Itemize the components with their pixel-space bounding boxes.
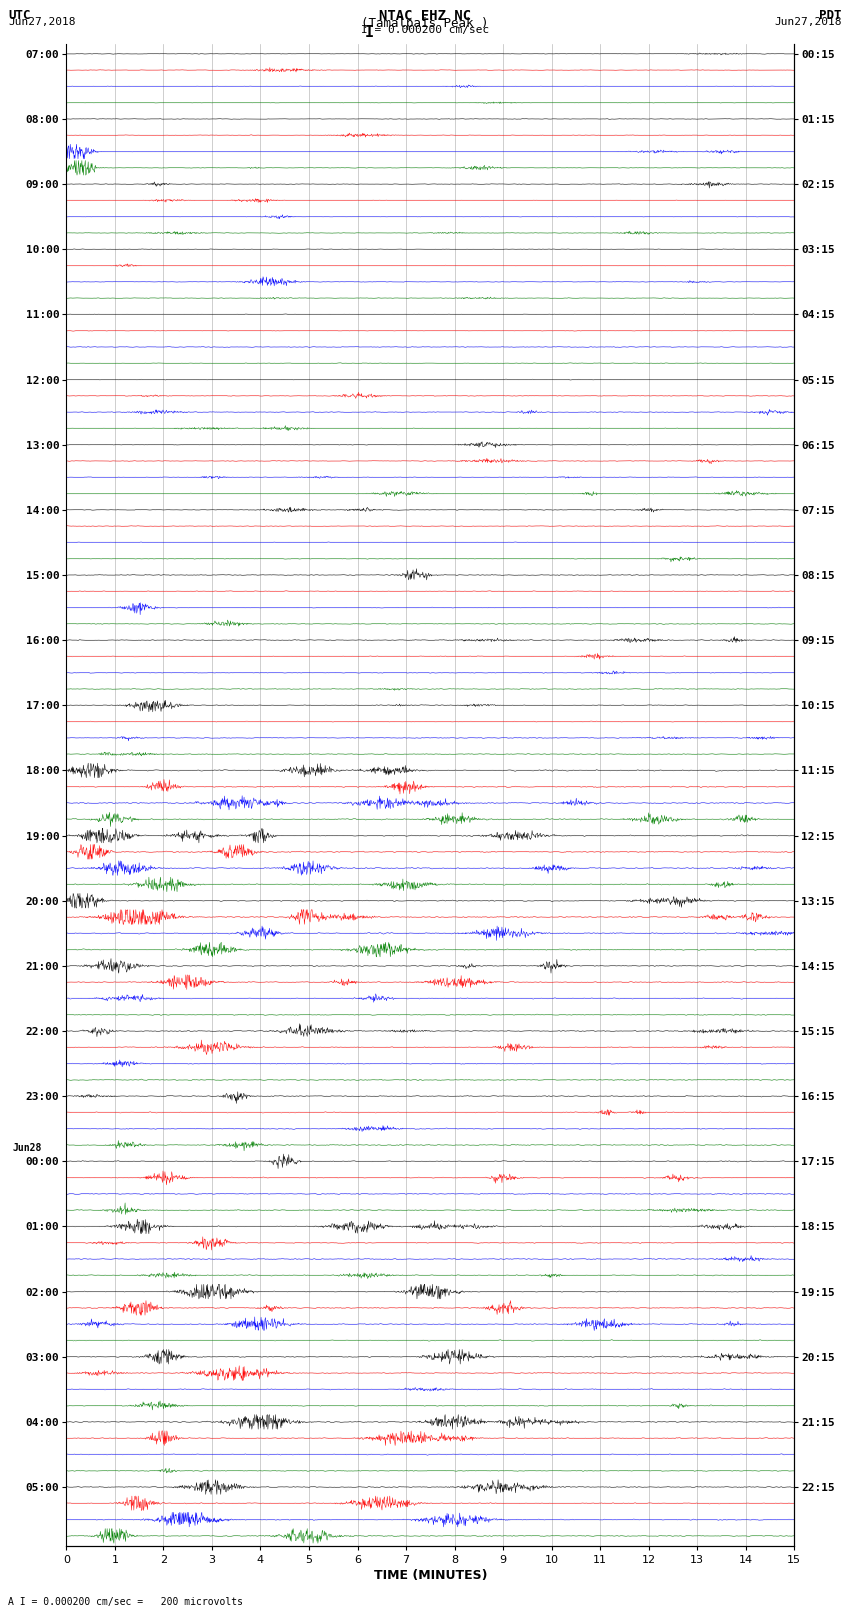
Text: Jun27,2018: Jun27,2018 [774, 18, 842, 27]
Text: I = 0.000200 cm/sec: I = 0.000200 cm/sec [361, 24, 489, 35]
Text: NTAC EHZ NC: NTAC EHZ NC [379, 10, 471, 23]
Text: UTC: UTC [8, 10, 31, 23]
Text: Jun28: Jun28 [13, 1144, 42, 1153]
Text: Jun27,2018: Jun27,2018 [8, 18, 76, 27]
Text: (Tamalpais Peak ): (Tamalpais Peak ) [361, 18, 489, 31]
Text: PDT: PDT [819, 10, 842, 23]
Text: A I = 0.000200 cm/sec =   200 microvolts: A I = 0.000200 cm/sec = 200 microvolts [8, 1597, 243, 1607]
X-axis label: TIME (MINUTES): TIME (MINUTES) [373, 1569, 487, 1582]
Text: I: I [366, 24, 374, 40]
